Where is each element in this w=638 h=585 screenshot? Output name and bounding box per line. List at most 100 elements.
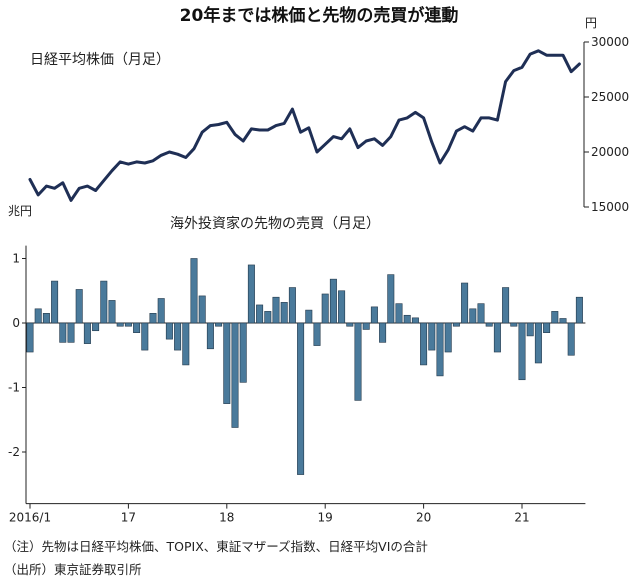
futures-bar <box>108 300 116 324</box>
futures-bar <box>297 322 305 475</box>
futures-bar <box>379 322 387 343</box>
futures-bar <box>198 295 206 324</box>
futures-bar <box>141 322 149 351</box>
stock-price-point <box>151 159 155 162</box>
bar-x-tick-label: 20 <box>416 511 431 525</box>
futures-bar <box>157 298 165 324</box>
stock-price-point <box>69 199 73 202</box>
stock-price-point <box>78 187 81 190</box>
stock-price-point <box>570 70 573 73</box>
futures-bar <box>75 289 83 324</box>
futures-bar <box>256 304 264 324</box>
stock-price-point <box>414 111 417 114</box>
futures-bar <box>83 322 91 344</box>
futures-bar <box>59 322 67 343</box>
stock-price-point <box>225 121 228 124</box>
stock-price-point <box>430 140 433 144</box>
futures-bar <box>305 309 313 324</box>
stock-price-line <box>28 49 581 202</box>
futures-bar <box>477 303 485 324</box>
stock-price-point <box>356 146 360 149</box>
line-y-tick-label: 30000 <box>591 35 629 49</box>
futures-bar <box>239 322 247 383</box>
futures-bar <box>510 322 518 327</box>
stock-price-point <box>520 66 524 69</box>
futures-bar <box>34 308 42 324</box>
futures-bar <box>534 322 542 364</box>
stock-price-point <box>340 137 343 140</box>
futures-bar <box>174 322 182 351</box>
stock-price-point <box>192 147 196 150</box>
stock-price-point <box>283 122 286 125</box>
source-note: （出所）東京証券取引所 <box>4 562 142 577</box>
futures-bar <box>428 322 436 351</box>
stock-price-point <box>37 193 40 197</box>
stock-price-point <box>512 69 515 72</box>
futures-bar <box>100 280 108 324</box>
stock-price-point <box>496 118 499 122</box>
futures-bar <box>182 322 190 366</box>
futures-bar <box>346 322 354 327</box>
stock-price-point <box>242 139 245 143</box>
futures-bar <box>149 313 157 324</box>
bar-y-tick-label: 1 <box>12 252 20 266</box>
futures-bar <box>493 322 501 353</box>
futures-bar <box>223 322 231 404</box>
futures-bar <box>133 322 141 333</box>
stock-price-point <box>553 54 556 57</box>
line-y-tick-label: 25000 <box>591 90 629 104</box>
stock-price-point <box>373 137 376 140</box>
futures-bar <box>51 280 59 324</box>
stock-price-point <box>389 135 392 138</box>
stock-price-point <box>471 129 474 133</box>
futures-bar <box>338 290 346 324</box>
stock-price-point <box>28 178 32 181</box>
bar-axes: -2 -1 0 1 2016/1 17 18 19 20 21 <box>8 245 586 525</box>
stock-price-point <box>45 184 48 188</box>
stock-price-point <box>479 116 483 120</box>
stock-price-point <box>168 150 171 154</box>
futures-bar <box>206 322 214 350</box>
line-y-tick-label: 15000 <box>591 200 629 214</box>
stock-price-point <box>406 116 409 120</box>
stock-price-point <box>184 156 187 159</box>
bar-y-tick-label: -1 <box>8 381 20 395</box>
bar-chart-subtitle: 海外投資家の先物の売買（月足） <box>170 215 380 232</box>
stock-price-point <box>381 144 384 147</box>
futures-bar <box>26 322 34 353</box>
line-y-unit: 円 <box>585 16 597 30</box>
bar-x-tick-label: 17 <box>121 511 136 525</box>
futures-bar <box>502 287 510 324</box>
stock-price-point <box>545 54 548 57</box>
futures-bar <box>411 317 419 324</box>
futures-bar <box>387 274 395 324</box>
stock-price-point <box>160 154 163 157</box>
stock-price-point <box>455 129 458 133</box>
stock-price-point <box>488 116 491 120</box>
stock-price-point <box>209 124 212 127</box>
futures-bar <box>92 322 100 332</box>
futures-bar <box>436 322 444 377</box>
stock-price-point <box>422 116 425 120</box>
bar-y-unit: 兆円 <box>8 204 32 218</box>
futures-bar <box>518 322 526 381</box>
stock-price-point <box>578 62 581 66</box>
futures-bar <box>288 287 296 324</box>
stock-price-point <box>176 153 179 156</box>
futures-bar <box>190 258 198 324</box>
stock-price-point <box>250 127 253 131</box>
futures-bar <box>526 322 534 337</box>
stock-price-point <box>529 52 532 56</box>
stock-price-point <box>537 49 540 52</box>
futures-bar <box>444 322 452 353</box>
futures-bar <box>567 322 575 356</box>
futures-bar <box>551 311 559 324</box>
futures-bar <box>272 296 280 324</box>
futures-bar <box>247 264 255 324</box>
futures-bar <box>67 322 75 343</box>
stock-price-point <box>102 179 106 182</box>
futures-bar <box>313 322 321 346</box>
futures-bar <box>370 306 378 324</box>
futures-bar <box>215 322 223 327</box>
